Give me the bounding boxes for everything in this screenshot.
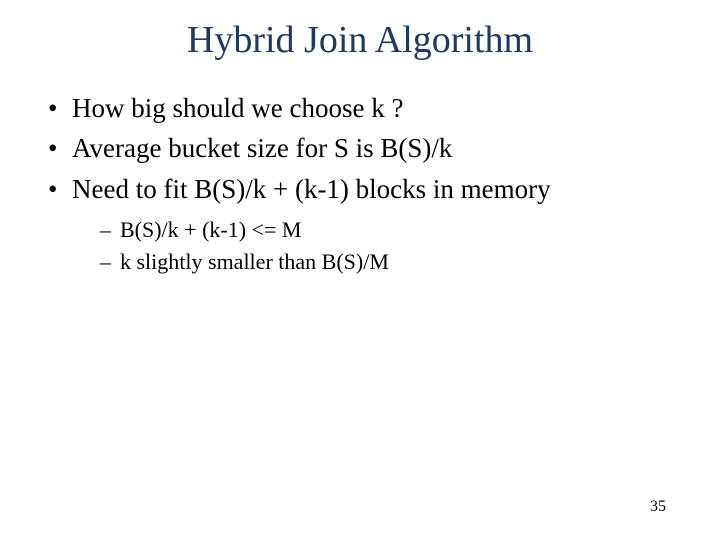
- sub-bullet-item: B(S)/k + (k-1) <= M: [100, 215, 680, 245]
- sub-bullet-text: B(S)/k + (k-1) <= M: [120, 217, 301, 242]
- bullet-item: Average bucket size for S is B(S)/k: [48, 130, 680, 166]
- bullet-text: Average bucket size for S is B(S)/k: [72, 133, 452, 163]
- bullet-item: How big should we choose k ?: [48, 90, 680, 126]
- sub-bullet-text: k slightly smaller than B(S)/M: [120, 249, 389, 274]
- page-number: 35: [650, 498, 666, 516]
- bullet-text: How big should we choose k ?: [72, 93, 403, 123]
- bullet-text: Need to fit B(S)/k + (k-1) blocks in mem…: [72, 174, 551, 204]
- sub-bullet-item: k slightly smaller than B(S)/M: [100, 247, 680, 277]
- sub-bullet-list: B(S)/k + (k-1) <= M k slightly smaller t…: [72, 215, 680, 276]
- slide-container: Hybrid Join Algorithm How big should we …: [0, 0, 720, 540]
- bullet-item: Need to fit B(S)/k + (k-1) blocks in mem…: [48, 171, 680, 277]
- page-title: Hybrid Join Algorithm: [40, 18, 680, 62]
- main-bullet-list: How big should we choose k ? Average buc…: [40, 90, 680, 277]
